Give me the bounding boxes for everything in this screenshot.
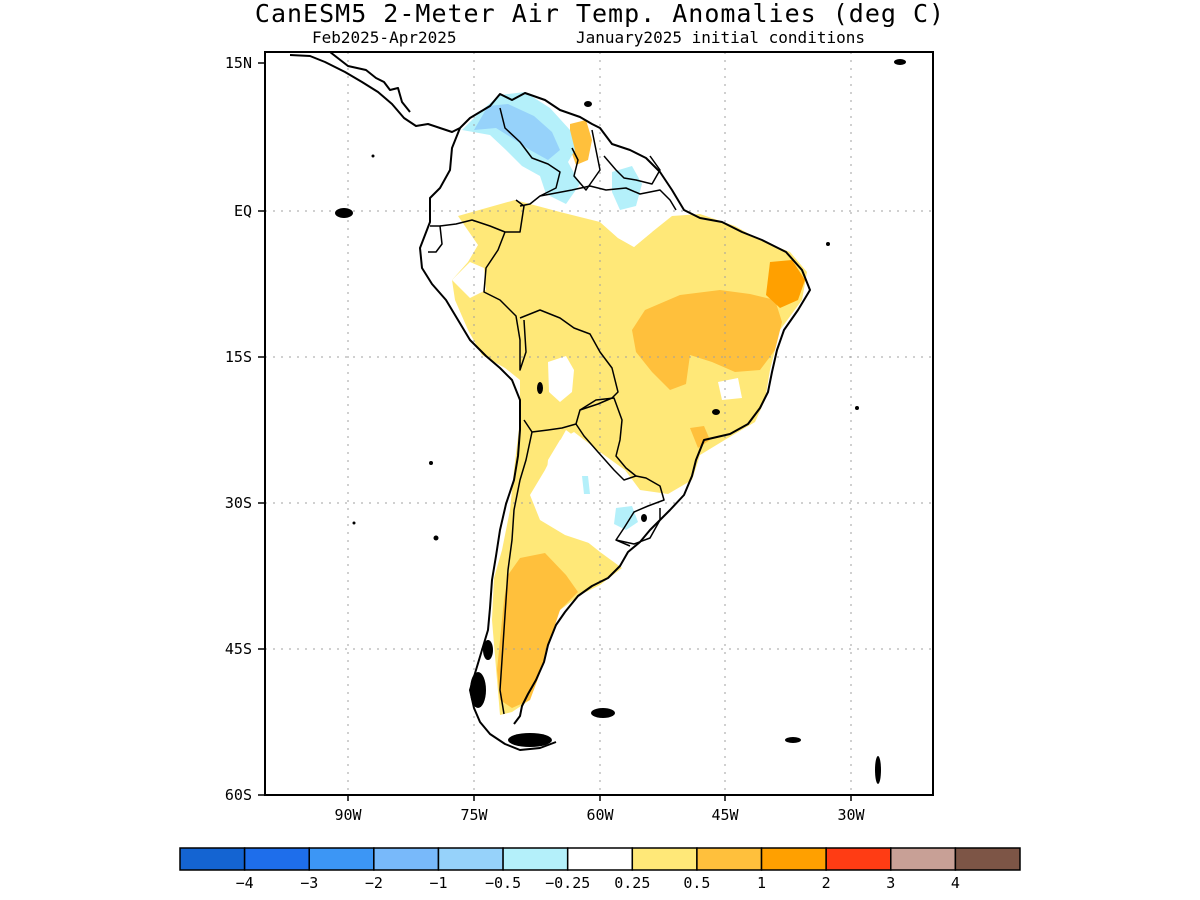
colorbar-label: −3 (300, 874, 318, 892)
initial-conditions: January2025 initial conditions (576, 28, 865, 47)
country-borders (428, 107, 677, 715)
border-colombia-peru (439, 199, 525, 233)
longitude-axis: 90W 75W 60W 45W 30W (334, 795, 866, 824)
central-america-north-coastline (329, 52, 411, 113)
map-frame (264, 51, 934, 796)
colorbar-label: 4 (951, 874, 960, 892)
colorbar-swatch (566, 847, 634, 871)
colorbar-swatch (437, 847, 504, 871)
border-uruguay (615, 508, 661, 545)
border-venezuela-guyana (571, 129, 601, 191)
anomaly-region-orange-northeast (766, 260, 805, 308)
lon-tick-label: 60W (586, 806, 614, 824)
lat-tick-label: 45S (225, 640, 252, 658)
border-argentina-brazil (615, 475, 665, 547)
colorbar: −4 −3 −2 −1 −0.5 −0.25 0.25 0.5 1 2 3 4 (179, 847, 1021, 892)
colorbar-label: −0.25 (545, 874, 590, 892)
lon-tick-label: 45W (711, 806, 739, 824)
reservoir-brazil (712, 409, 720, 415)
san-felix-island (429, 461, 433, 465)
colorbar-label: −2 (365, 874, 383, 892)
lat-tick-label: 15N (225, 54, 252, 72)
south-america-coastline (459, 92, 811, 725)
colorbar-label: 2 (822, 874, 831, 892)
colorbar-label: −1 (429, 874, 447, 892)
map-title: CanESM5 2-Meter Air Temp. Anomalies (deg… (254, 0, 946, 28)
lat-tick-label: 60S (225, 786, 252, 804)
lat-tick-label: EQ (234, 202, 252, 220)
anomaly-gap-bolivia (548, 356, 574, 402)
south-georgia-island (785, 737, 801, 743)
border-colombia-venezuela (499, 107, 561, 207)
anomaly-gap-argentina (530, 430, 612, 545)
anomaly-region-light-blue-venezuela (462, 92, 580, 204)
colorbar-label: 0.5 (683, 874, 710, 892)
colorbar-swatch (825, 847, 892, 871)
border-paraguay (575, 397, 637, 481)
colorbar-swatch (179, 847, 246, 871)
easter-region-dot (352, 521, 356, 525)
lat-tick-label: 30S (225, 494, 252, 512)
lon-tick-label: 90W (334, 806, 362, 824)
anomaly-gap-coast-peru (452, 262, 486, 298)
colorbar-label: −4 (236, 874, 254, 892)
anomaly-region-light-orange-southeast (690, 426, 710, 448)
latitude-axis: 15N EQ 15S 30S 45S 60S (225, 54, 265, 804)
colorbar-label: 3 (886, 874, 895, 892)
border-bolivia (519, 309, 619, 433)
anomaly-fields (452, 92, 807, 715)
border-guyana-suriname (603, 155, 661, 185)
colorbar-swatch (308, 847, 375, 871)
anomaly-gap-amazon (580, 202, 655, 247)
colorbar-swatch (760, 847, 827, 871)
colorbar-label: 0.25 (614, 874, 650, 892)
colorbar-swatch (696, 847, 763, 871)
central-america-coastline (289, 54, 461, 133)
trindade-island (855, 406, 859, 410)
juan-fernandez-islands (433, 535, 439, 541)
trinidad (584, 101, 592, 107)
anomaly-gap-brazil-east (718, 378, 742, 400)
colorbar-label: 1 (757, 874, 766, 892)
border-brazil-north (539, 185, 677, 211)
lagoa-dos-patos (641, 514, 647, 522)
colorbar-swatch (631, 847, 698, 871)
anomaly-region-medium-blue-venezuela (474, 104, 560, 160)
forecast-period: Feb2025-Apr2025 (312, 28, 457, 47)
chilean-archipelago (470, 672, 486, 708)
galapagos-islands (335, 208, 353, 218)
caribbean-islands (894, 59, 906, 65)
fernando-de-noronha (826, 242, 830, 246)
lake-titicaca (537, 382, 543, 394)
chiloe-island (483, 640, 493, 660)
falkland-islands (591, 708, 615, 718)
colorbar-swatch (890, 847, 957, 871)
anomaly-region-light-blue-uruguay (614, 506, 638, 530)
anomaly-region-light-orange-brazil (632, 290, 782, 390)
colorbar-swatch (373, 847, 440, 871)
anomaly-region-light-blue-patch (582, 476, 590, 494)
border-ecuador (428, 225, 443, 253)
colorbar-swatch (243, 847, 310, 871)
anomaly-region-light-orange-argentina (497, 553, 578, 708)
coastlines (289, 52, 811, 751)
south-sandwich-islands (875, 756, 881, 784)
lat-tick-label: 15S (225, 348, 252, 366)
cocos-island (371, 154, 375, 158)
lon-tick-label: 75W (460, 806, 488, 824)
colorbar-swatch (502, 847, 569, 871)
colorbar-swatch (954, 847, 1021, 871)
border-chile-argentina (499, 431, 533, 715)
tierra-del-fuego (508, 733, 552, 747)
anomaly-region-light-orange-guyana (570, 120, 592, 165)
colorbar-label: −0.5 (485, 874, 521, 892)
south-america-west-coast (419, 127, 557, 751)
islands (335, 59, 906, 784)
lon-tick-label: 30W (837, 806, 865, 824)
border-peru-brazil (483, 231, 527, 371)
